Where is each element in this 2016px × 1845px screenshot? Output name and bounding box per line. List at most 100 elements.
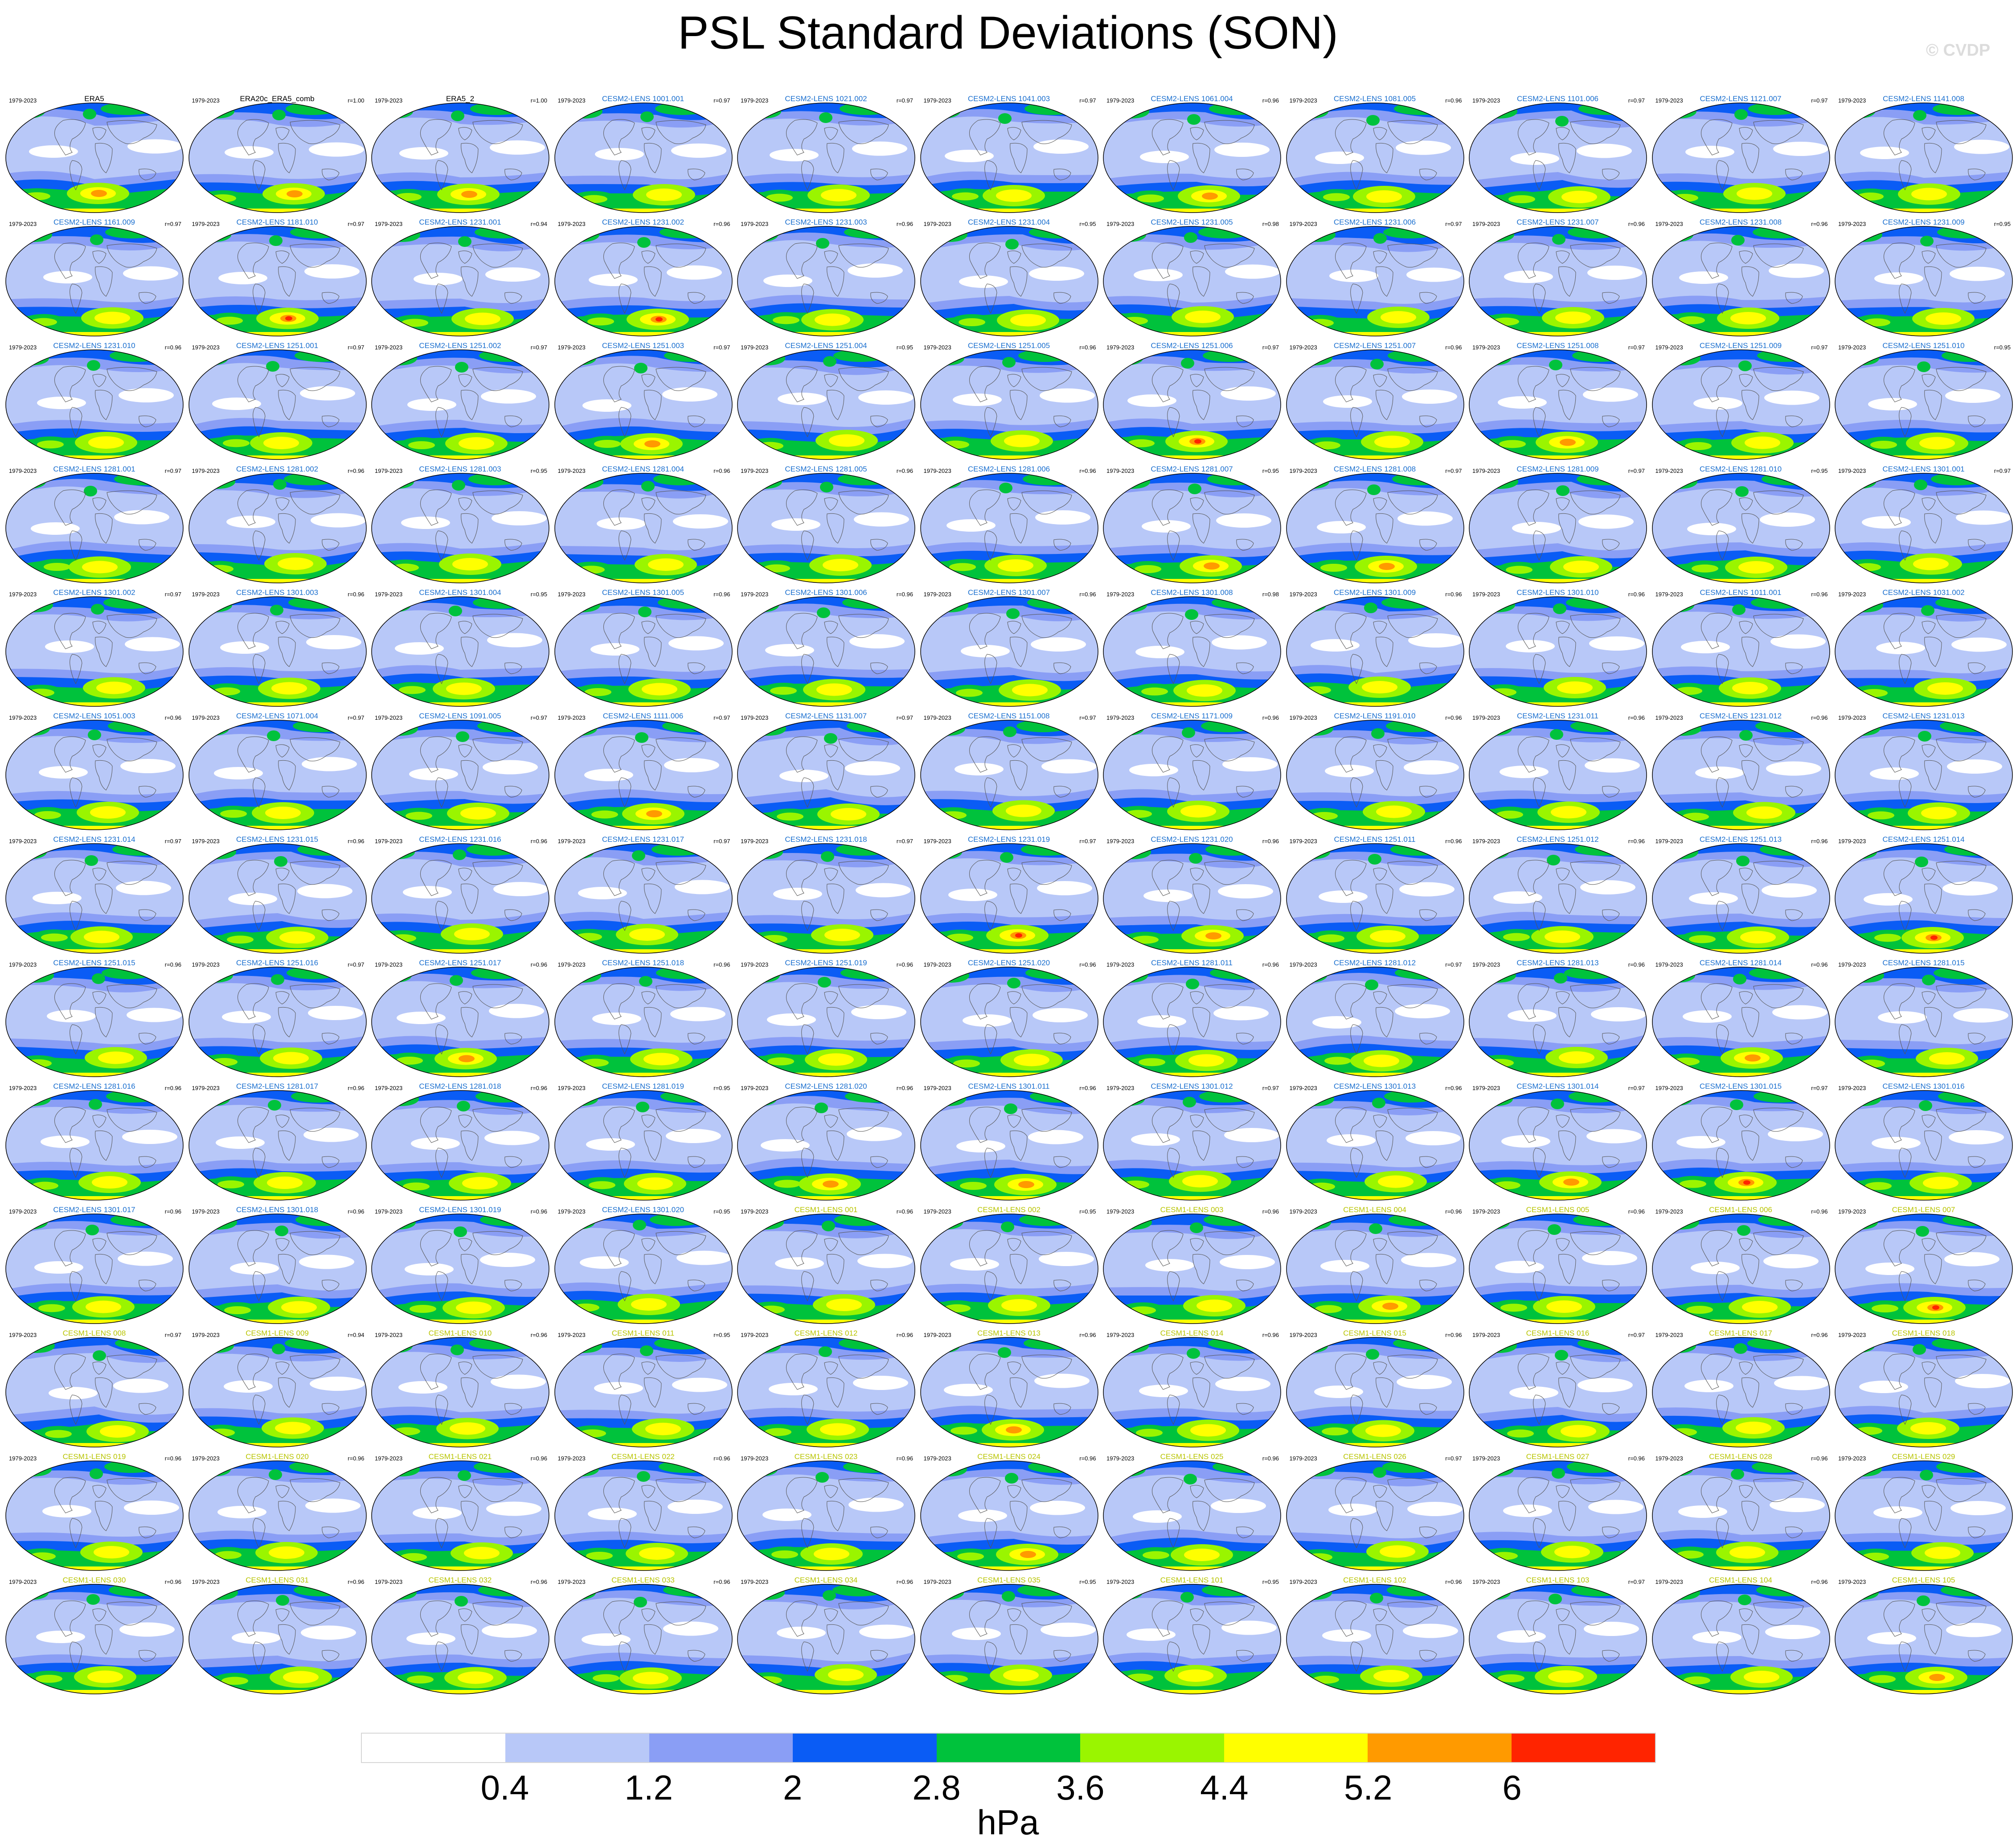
psl-stddev-map xyxy=(1835,1584,2013,1694)
panel-pattern-correlation: r=0.96 xyxy=(1445,1578,1462,1585)
panel-period: 1979-2023 xyxy=(741,344,769,351)
psl-stddev-map xyxy=(737,967,915,1077)
psl-stddev-map xyxy=(1286,102,1464,213)
map-panel: 1979-2023 CESM1-LENS 005 r=0.96 xyxy=(1466,1204,1649,1327)
psl-stddev-map xyxy=(371,349,549,460)
panel-pattern-correlation: r=1.00 xyxy=(530,97,547,104)
panel-title: CESM1-LENS 006 xyxy=(1709,1205,1772,1214)
map-panel: 1979-2023 CESM1-LENS 104 r=0.96 xyxy=(1649,1574,1832,1697)
psl-stddev-map xyxy=(1835,843,2013,954)
map-panel: 1979-2023 CESM2-LENS 1281.012 r=0.97 xyxy=(1283,957,1467,1080)
map-panel: 1979-2023 CESM2-LENS 1281.007 r=0.95 xyxy=(1100,463,1283,586)
panel-pattern-correlation: r=0.97 xyxy=(530,714,547,721)
map-panel: 1979-2023 CESM1-LENS 008 r=0.97 xyxy=(3,1327,186,1450)
colorbar-tick-label: 6 xyxy=(1502,1768,1522,1807)
panel-title: CESM1-LENS 005 xyxy=(1526,1205,1590,1214)
map-panel: 1979-2023 CESM2-LENS 1251.007 r=0.96 xyxy=(1283,340,1467,463)
panel-title: CESM2-LENS 1301.015 xyxy=(1699,1082,1782,1091)
panel-period: 1979-2023 xyxy=(557,1085,586,1091)
panel-pattern-correlation: r=0.95 xyxy=(1079,221,1096,227)
panel-pattern-correlation: r=0.97 xyxy=(164,1332,181,1338)
map-panel: 1979-2023 CESM1-LENS 030 r=0.96 xyxy=(3,1574,186,1697)
panel-pattern-correlation: r=0.97 xyxy=(1628,1578,1645,1585)
panel-period: 1979-2023 xyxy=(741,714,769,721)
panel-pattern-correlation: r=0.95 xyxy=(713,1332,730,1338)
panel-period: 1979-2023 xyxy=(9,1578,37,1585)
panel-title: CESM2-LENS 1171.009 xyxy=(1151,712,1233,720)
panel-title: CESM2-LENS 1301.012 xyxy=(1151,1082,1233,1091)
map-panel: 1979-2023 CESM1-LENS 029 xyxy=(1832,1451,2015,1574)
panel-pattern-correlation: r=0.97 xyxy=(1445,961,1462,968)
psl-stddev-map xyxy=(737,1460,915,1571)
panel-title: CESM2-LENS 1121.007 xyxy=(1700,94,1782,103)
map-panel: 1979-2023 CESM1-LENS 010 r=0.96 xyxy=(369,1327,552,1450)
psl-stddev-map xyxy=(188,1214,367,1324)
map-panel: 1979-2023 CESM2-LENS 1231.001 r=0.94 xyxy=(369,216,552,339)
panel-title: CESM2-LENS 1251.004 xyxy=(785,341,867,350)
panel-title: CESM2-LENS 1251.008 xyxy=(1516,341,1599,350)
panel-period: 1979-2023 xyxy=(741,1085,769,1091)
psl-stddev-map xyxy=(737,720,915,830)
panel-period: 1979-2023 xyxy=(1838,961,1866,968)
colorbar-box xyxy=(793,1734,937,1762)
psl-stddev-map xyxy=(1469,596,1647,707)
psl-stddev-map xyxy=(1835,1090,2013,1201)
panel-title: CESM2-LENS 1251.005 xyxy=(967,341,1050,350)
panel-title: CESM1-LENS 031 xyxy=(246,1576,309,1584)
map-panel: 1979-2023 CESM2-LENS 1131.007 r=0.97 xyxy=(734,710,918,833)
psl-stddev-map xyxy=(188,596,367,707)
panel-title: CESM2-LENS 1301.005 xyxy=(602,588,684,597)
psl-stddev-map xyxy=(1286,1460,1464,1571)
map-panel: 1979-2023 CESM2-LENS 1281.001 r=0.97 xyxy=(3,463,186,586)
map-panel: 1979-2023 CESM2-LENS 1281.010 r=0.95 xyxy=(1649,463,1832,586)
panel-pattern-correlation: r=0.97 xyxy=(164,838,181,845)
panel-pattern-correlation: r=0.97 xyxy=(1628,1085,1645,1091)
psl-stddev-map xyxy=(737,1214,915,1324)
map-panel: 1979-2023 CESM1-LENS 002 r=0.95 xyxy=(918,1204,1101,1327)
panel-title: CESM2-LENS 1131.007 xyxy=(785,712,867,720)
psl-stddev-map xyxy=(5,843,184,954)
psl-stddev-map xyxy=(371,720,549,830)
psl-stddev-map xyxy=(1835,1337,2013,1447)
panel-title: CESM2-LENS 1231.018 xyxy=(785,835,867,844)
map-panel: 1979-2023 CESM1-LENS 025 r=0.96 xyxy=(1100,1451,1283,1574)
panel-pattern-correlation: r=0.96 xyxy=(1811,1332,1828,1338)
panel-pattern-correlation: r=0.96 xyxy=(530,838,547,845)
map-panel: 1979-2023 CESM2-LENS 1231.006 r=0.97 xyxy=(1283,216,1467,339)
map-panel: 1979-2023 CESM2-LENS 1301.010 r=0.96 xyxy=(1466,586,1649,709)
panel-title: CESM1-LENS 035 xyxy=(977,1576,1041,1584)
psl-stddev-map xyxy=(920,967,1098,1077)
panel-title: CESM2-LENS 1281.014 xyxy=(1699,959,1782,967)
colorbar-box xyxy=(1080,1734,1224,1762)
panel-pattern-correlation: r=0.96 xyxy=(896,961,913,968)
psl-stddev-map xyxy=(1103,226,1281,336)
map-panel: 1979-2023 CESM2-LENS 1081.005 r=0.96 xyxy=(1283,93,1467,216)
panel-pattern-correlation: r=0.97 xyxy=(1079,97,1096,104)
map-panel: 1979-2023 CESM2-LENS 1301.014 r=0.97 xyxy=(1466,1080,1649,1203)
psl-stddev-map xyxy=(371,102,549,213)
panel-title: CESM2-LENS 1231.012 xyxy=(1699,712,1782,720)
map-panel: 1979-2023 CESM1-LENS 007 xyxy=(1832,1204,2015,1327)
map-panel: 1979-2023 CESM2-LENS 1281.019 r=0.95 xyxy=(552,1080,735,1203)
map-panel: 1979-2023 CESM2-LENS 1301.006 r=0.96 xyxy=(734,586,918,709)
panel-title: CESM2-LENS 1021.002 xyxy=(785,94,867,103)
panel-pattern-correlation: r=0.96 xyxy=(1079,1455,1096,1462)
map-panel: 1979-2023 CESM2-LENS 1281.017 r=0.96 xyxy=(186,1080,369,1203)
panel-title: CESM2-LENS 1251.015 xyxy=(53,959,135,967)
panel-period: 1979-2023 xyxy=(192,838,220,845)
panel-pattern-correlation: r=0.96 xyxy=(1079,467,1096,474)
panel-period: 1979-2023 xyxy=(1838,714,1866,721)
panel-title: CESM1-LENS 021 xyxy=(428,1452,492,1461)
panel-title: CESM2-LENS 1151.008 xyxy=(968,712,1050,720)
panel-title: CESM2-LENS 1281.002 xyxy=(236,465,319,473)
map-panel: 1979-2023 CESM1-LENS 012 r=0.96 xyxy=(734,1327,918,1450)
panel-period: 1979-2023 xyxy=(375,1578,403,1585)
panel-pattern-correlation: r=0.95 xyxy=(896,344,913,351)
panel-title: CESM1-LENS 004 xyxy=(1343,1205,1406,1214)
panel-title: CESM2-LENS 1161.009 xyxy=(53,218,135,226)
map-panel: 1979-2023 CESM2-LENS 1251.005 r=0.96 xyxy=(918,340,1101,463)
map-panel: 1979-2023 CESM2-LENS 1251.016 r=0.97 xyxy=(186,957,369,1080)
psl-stddev-map xyxy=(1286,349,1464,460)
psl-stddev-map xyxy=(371,1337,549,1447)
panel-title: CESM2-LENS 1281.016 xyxy=(53,1082,135,1091)
